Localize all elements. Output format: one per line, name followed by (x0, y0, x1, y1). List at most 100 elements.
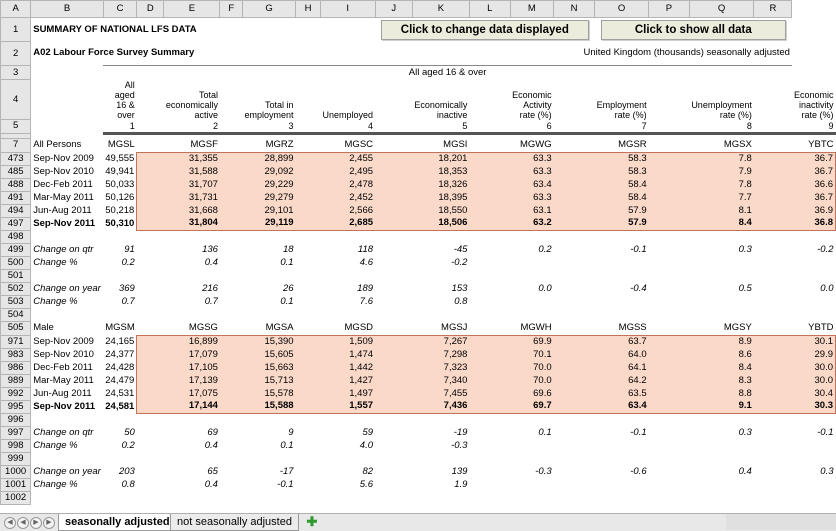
tab-not-seasonally-adjusted[interactable]: not seasonally adjusted (170, 514, 299, 531)
cell-value[interactable]: 0.4 (204, 478, 218, 490)
cell[interactable] (136, 191, 164, 204)
cell-value[interactable] (164, 269, 220, 282)
cell-value[interactable] (412, 413, 469, 426)
row-header[interactable]: 4 (0, 79, 32, 120)
cell-value[interactable]: 15,578 (242, 387, 296, 400)
section-label[interactable]: All Persons (33, 139, 82, 150)
cell-value[interactable] (103, 491, 137, 504)
cell[interactable] (375, 348, 413, 361)
cell-value[interactable] (792, 452, 836, 465)
cell-value[interactable]: 18,506 (412, 217, 470, 231)
cell-value[interactable]: 0.8 (121, 478, 135, 490)
row-header[interactable]: 494 (0, 203, 32, 218)
change-label[interactable]: Change % (33, 439, 78, 451)
row-header[interactable]: 995 (0, 399, 32, 414)
row-header[interactable]: 999 (0, 451, 32, 466)
cell[interactable] (648, 151, 690, 165)
row-header[interactable]: 971 (0, 334, 32, 349)
cell[interactable] (219, 374, 243, 387)
cell-value[interactable]: 2,566 (320, 204, 376, 217)
cell-value[interactable] (689, 413, 754, 426)
cell[interactable] (295, 374, 321, 387)
cell-value[interactable]: 8.9 (689, 334, 754, 348)
cell-value[interactable]: 29,092 (242, 165, 296, 178)
cell[interactable] (648, 178, 690, 191)
cell-value[interactable] (595, 413, 649, 426)
cell-value[interactable]: 4.0 (359, 439, 374, 451)
period-label[interactable]: Sep-Nov 2011 (33, 217, 96, 229)
cell-value[interactable]: 69.6 (510, 387, 554, 400)
row-header[interactable]: 485 (0, 164, 32, 179)
cell[interactable] (295, 334, 321, 348)
cell[interactable] (753, 204, 792, 217)
series-code[interactable]: MGSC (344, 138, 374, 150)
cell[interactable] (219, 204, 243, 217)
row-header[interactable]: 997 (0, 425, 32, 440)
row-header[interactable]: 499 (0, 242, 32, 257)
column-header[interactable]: R (753, 0, 793, 18)
cell-value[interactable] (103, 413, 137, 426)
change-data-button[interactable]: Click to change data displayed (381, 19, 589, 40)
cell[interactable] (553, 361, 595, 374)
cell[interactable] (553, 165, 595, 178)
cell-value[interactable] (689, 295, 754, 308)
change-label[interactable] (31, 269, 104, 282)
cell-value[interactable]: 31,668 (163, 204, 220, 217)
cell-value[interactable] (243, 269, 296, 282)
row-header[interactable]: 996 (0, 412, 32, 427)
cell-value[interactable]: 36.8 (791, 217, 836, 231)
cell-value[interactable]: 31,731 (163, 191, 220, 204)
cell-value[interactable]: 8.3 (689, 374, 754, 387)
cell-value[interactable] (510, 308, 554, 321)
cell[interactable] (469, 217, 511, 231)
cell-value[interactable]: 8.4 (689, 217, 754, 231)
cell-value[interactable]: 0.2 (121, 439, 135, 451)
cell-value[interactable]: 63.5 (594, 387, 649, 400)
cell-value[interactable] (792, 413, 836, 426)
change-label[interactable]: Change % (33, 295, 78, 307)
cell[interactable] (648, 334, 690, 348)
cell[interactable] (553, 348, 595, 361)
series-code[interactable]: MGSD (344, 321, 374, 333)
cell-value[interactable]: 63.3 (510, 151, 554, 165)
cell-value[interactable]: 24,165 (105, 335, 135, 347)
cell-value[interactable]: 91 (124, 243, 135, 255)
cell-value[interactable] (243, 491, 296, 504)
cell[interactable] (375, 204, 413, 217)
column-header[interactable]: K (411, 0, 470, 18)
cell-value[interactable] (792, 478, 836, 491)
cell-value[interactable]: -0.2 (817, 243, 834, 255)
cell-value[interactable] (164, 491, 220, 504)
next-sheet-icon[interactable]: ▶ (30, 517, 42, 529)
cell[interactable] (553, 400, 595, 414)
cell[interactable] (469, 334, 511, 348)
cell-value[interactable] (689, 308, 754, 321)
cell-value[interactable]: 136 (202, 243, 218, 255)
cell[interactable] (219, 178, 243, 191)
cell-value[interactable] (164, 230, 220, 243)
cell-value[interactable]: 1,557 (320, 400, 376, 414)
cell-value[interactable]: -0.3 (451, 439, 468, 451)
cell-value[interactable] (689, 230, 754, 243)
period-label[interactable]: Sep-Nov 2010 (33, 165, 94, 177)
cell-value[interactable]: 24,377 (105, 348, 135, 360)
column-header[interactable]: N (553, 0, 596, 18)
cell-value[interactable]: 2,478 (320, 178, 376, 191)
cell-value[interactable]: -0.1 (630, 243, 647, 255)
row-header[interactable]: 989 (0, 373, 32, 388)
cell[interactable] (136, 217, 164, 231)
cell-value[interactable] (792, 439, 836, 452)
cell-value[interactable] (320, 413, 375, 426)
cell[interactable] (648, 191, 690, 204)
cell-value[interactable] (243, 230, 296, 243)
cell-value[interactable]: 0.7 (121, 295, 135, 307)
column-header[interactable]: J (374, 0, 413, 18)
cell-value[interactable]: 7,455 (412, 387, 470, 400)
period-label[interactable]: Mar-May 2011 (33, 374, 94, 386)
change-label[interactable]: Change on qtr (33, 426, 94, 438)
cell[interactable] (219, 151, 243, 165)
period-label[interactable]: Jun-Aug 2011 (33, 387, 92, 399)
cell-value[interactable] (412, 269, 469, 282)
first-sheet-icon[interactable]: ◀ (4, 517, 16, 529)
row-header[interactable]: 986 (0, 360, 32, 375)
